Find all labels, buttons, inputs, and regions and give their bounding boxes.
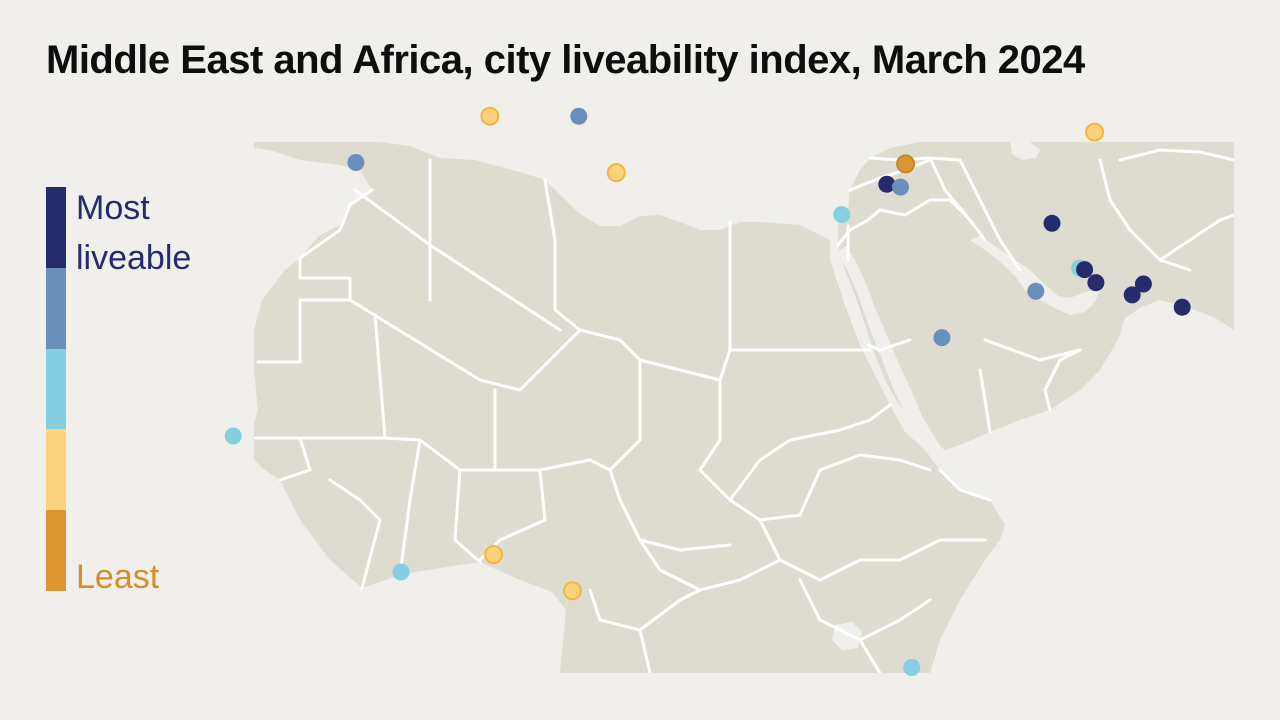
city-marker-bahrain bbox=[1076, 261, 1094, 279]
city-marker-tripoli bbox=[606, 163, 626, 183]
gulf-water bbox=[970, 236, 1100, 315]
city-marker-jeddah bbox=[933, 329, 951, 347]
liveability-legend-scale bbox=[46, 187, 66, 591]
city-marker-cairo bbox=[833, 206, 851, 224]
city-marker-doha bbox=[1087, 274, 1105, 292]
mediterranean-water bbox=[380, 142, 880, 218]
city-marker-tel-aviv bbox=[878, 175, 896, 193]
city-marker-kuwait-city bbox=[1043, 214, 1061, 232]
page-title: Middle East and Africa, city liveability… bbox=[46, 38, 1085, 82]
legend-swatch-level-4 bbox=[46, 429, 66, 511]
city-marker-abu-dhabi bbox=[1123, 286, 1141, 304]
city-marker-lagos bbox=[484, 545, 504, 565]
legend-swatch-level-3 bbox=[46, 348, 66, 430]
city-marker-muscat bbox=[1173, 298, 1191, 316]
city-marker-algiers bbox=[480, 106, 500, 126]
city-marker-riyadh bbox=[1027, 282, 1045, 300]
city-marker-tunis bbox=[570, 107, 588, 125]
city-markers bbox=[224, 106, 1191, 676]
legend-label-most-liveable: Most liveable bbox=[76, 189, 192, 277]
city-marker-dubai bbox=[1134, 275, 1152, 293]
legend-swatch-level-2 bbox=[46, 267, 66, 349]
city-marker-nairobi bbox=[903, 659, 921, 676]
country-borders bbox=[254, 148, 1234, 673]
legend-label-least: Least bbox=[76, 558, 160, 596]
africa-landmass bbox=[254, 142, 1005, 673]
red-sea-water bbox=[838, 246, 944, 452]
legend-swatch-most-liveable bbox=[46, 187, 66, 268]
city-marker-amman bbox=[892, 178, 909, 196]
city-marker-damascus bbox=[896, 154, 916, 174]
city-marker-casablanca bbox=[347, 154, 365, 171]
legend-swatch-least bbox=[46, 510, 66, 591]
city-marker-dakar bbox=[224, 427, 242, 445]
caspian-sea-water bbox=[1010, 142, 1040, 160]
city-marker-douala bbox=[563, 581, 582, 601]
city-marker-abidjan bbox=[392, 563, 410, 581]
city-marker-tehran bbox=[1085, 122, 1105, 142]
